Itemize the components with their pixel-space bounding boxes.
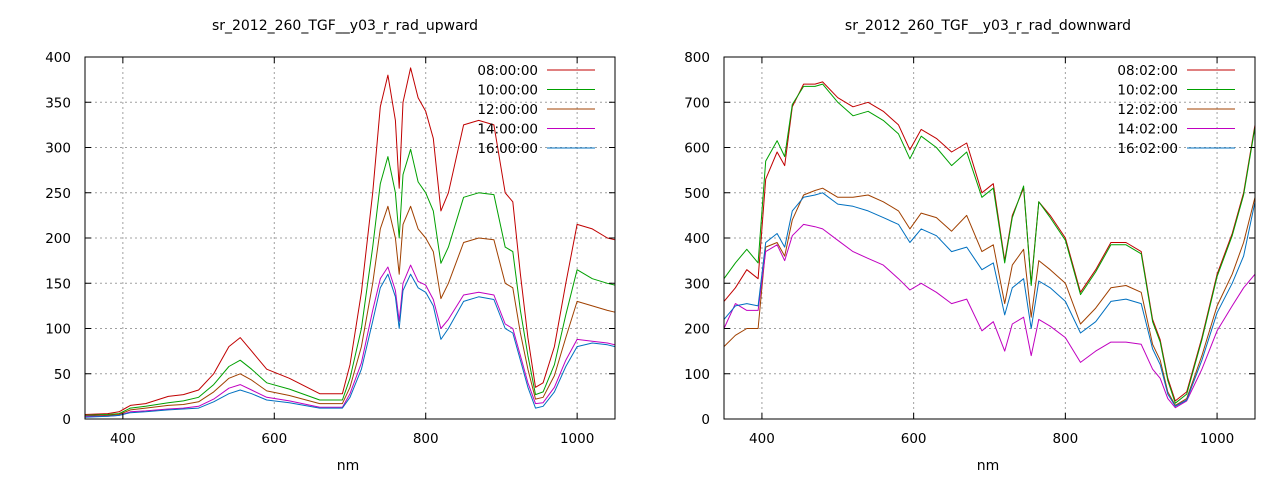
- y-tick-label: 0: [62, 412, 71, 428]
- series-line-3: [723, 187, 1256, 406]
- x-tick-label: 600: [901, 431, 927, 447]
- legend-label: 08:02:00: [1117, 63, 1178, 79]
- x-tick-label: 1000: [560, 431, 594, 447]
- y-tick-label: 350: [45, 95, 71, 111]
- y-tick-label: 200: [45, 231, 71, 247]
- y-tick-label: 400: [45, 50, 71, 66]
- y-tick-label: 600: [684, 141, 710, 157]
- upward-radiance-chart: sr_2012_260_TGF__y03_r_rad_upward nm 400…: [45, 18, 616, 474]
- y-tick-label: 400: [684, 231, 710, 247]
- x-axis-label: nm: [337, 458, 360, 474]
- legend-label: 14:00:00: [477, 122, 538, 138]
- chart-title: sr_2012_260_TGF__y03_r_rad_upward: [212, 18, 478, 34]
- x-tick-label: 800: [413, 431, 439, 447]
- series-line-3: [84, 205, 616, 417]
- y-tick-label: 0: [701, 412, 710, 428]
- legend-label: 10:02:00: [1117, 83, 1178, 99]
- y-tick-label: 50: [54, 367, 71, 383]
- y-tick-label: 250: [45, 186, 71, 202]
- series-line-1: [84, 67, 616, 415]
- series-line-5: [723, 192, 1256, 407]
- series-line-5: [84, 273, 616, 418]
- x-tick-label: 600: [261, 431, 287, 447]
- y-tick-label: 200: [684, 322, 710, 338]
- legend-label: 12:00:00: [477, 102, 538, 118]
- x-axis-label: nm: [977, 458, 1000, 474]
- y-tick-label: 300: [684, 276, 710, 292]
- legend-label: 16:00:00: [477, 141, 538, 157]
- series-line-4: [723, 223, 1256, 409]
- y-tick-label: 800: [684, 50, 710, 66]
- chart-title: sr_2012_260_TGF__y03_r_rad_downward: [845, 18, 1131, 34]
- y-tick-label: 100: [45, 322, 71, 338]
- legend-label: 08:00:00: [477, 63, 538, 79]
- y-tick-label: 100: [684, 367, 710, 383]
- series-line-2: [84, 148, 616, 416]
- x-tick-label: 400: [749, 431, 775, 447]
- x-tick-label: 400: [110, 431, 136, 447]
- legend-label: 16:02:00: [1117, 141, 1178, 157]
- series-line-4: [85, 264, 616, 417]
- legend-label: 12:02:00: [1117, 102, 1178, 118]
- x-tick-label: 1000: [1200, 431, 1234, 447]
- y-tick-label: 300: [45, 141, 71, 157]
- y-tick-label: 150: [45, 276, 71, 292]
- y-tick-label: 700: [684, 95, 710, 111]
- legend-label: 14:02:00: [1117, 122, 1178, 138]
- x-tick-label: 800: [1052, 431, 1078, 447]
- downward-radiance-chart: sr_2012_260_TGF__y03_r_rad_downward nm 4…: [684, 18, 1256, 474]
- series-line-2: [723, 83, 1256, 404]
- legend-label: 10:00:00: [477, 83, 538, 99]
- y-tick-label: 500: [684, 186, 710, 202]
